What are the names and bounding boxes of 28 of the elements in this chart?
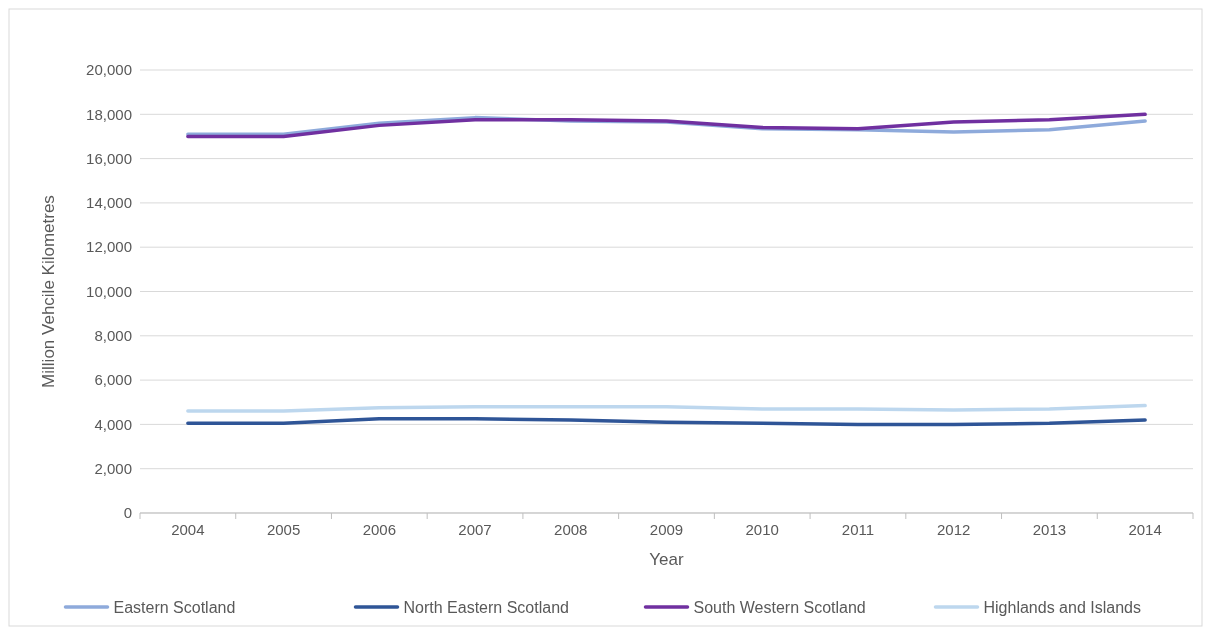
y-tick-label: 2,000 <box>94 459 132 477</box>
x-tick-label: 2013 <box>1032 521 1067 538</box>
x-tick-label: 2012 <box>936 521 971 538</box>
x-axis-title: Year <box>649 550 685 569</box>
legend-label: North Eastern Scotland <box>403 598 569 616</box>
legend-label: Highlands and Islands <box>983 598 1141 616</box>
y-tick-label: 16,000 <box>86 149 132 167</box>
y-tick-label: 4,000 <box>94 415 132 433</box>
legend-label: South Western Scotland <box>693 598 866 616</box>
x-tick-label: 2006 <box>362 521 397 538</box>
y-tick-label: 12,000 <box>86 238 132 256</box>
y-tick-label: 10,000 <box>86 282 132 300</box>
y-axis-title: Million Vehcile Kilometres <box>39 195 58 388</box>
y-tick-label: 20,000 <box>86 61 132 79</box>
y-tick-label: 6,000 <box>94 371 132 389</box>
y-tick-label: 14,000 <box>86 194 132 212</box>
x-tick-label: 2004 <box>171 521 205 538</box>
x-tick-label: 2011 <box>841 521 875 538</box>
y-tick-label: 8,000 <box>94 327 132 345</box>
y-tick-label: 18,000 <box>86 105 132 123</box>
x-tick-label: 2005 <box>266 521 301 538</box>
x-tick-label: 2009 <box>649 521 684 538</box>
legend-label: Eastern Scotland <box>113 598 236 616</box>
x-tick-label: 2010 <box>745 521 779 538</box>
x-tick-label: 2014 <box>1128 521 1162 538</box>
x-tick-label: 2008 <box>554 521 588 538</box>
y-tick-label: 0 <box>123 504 132 522</box>
x-tick-label: 2007 <box>458 521 492 538</box>
